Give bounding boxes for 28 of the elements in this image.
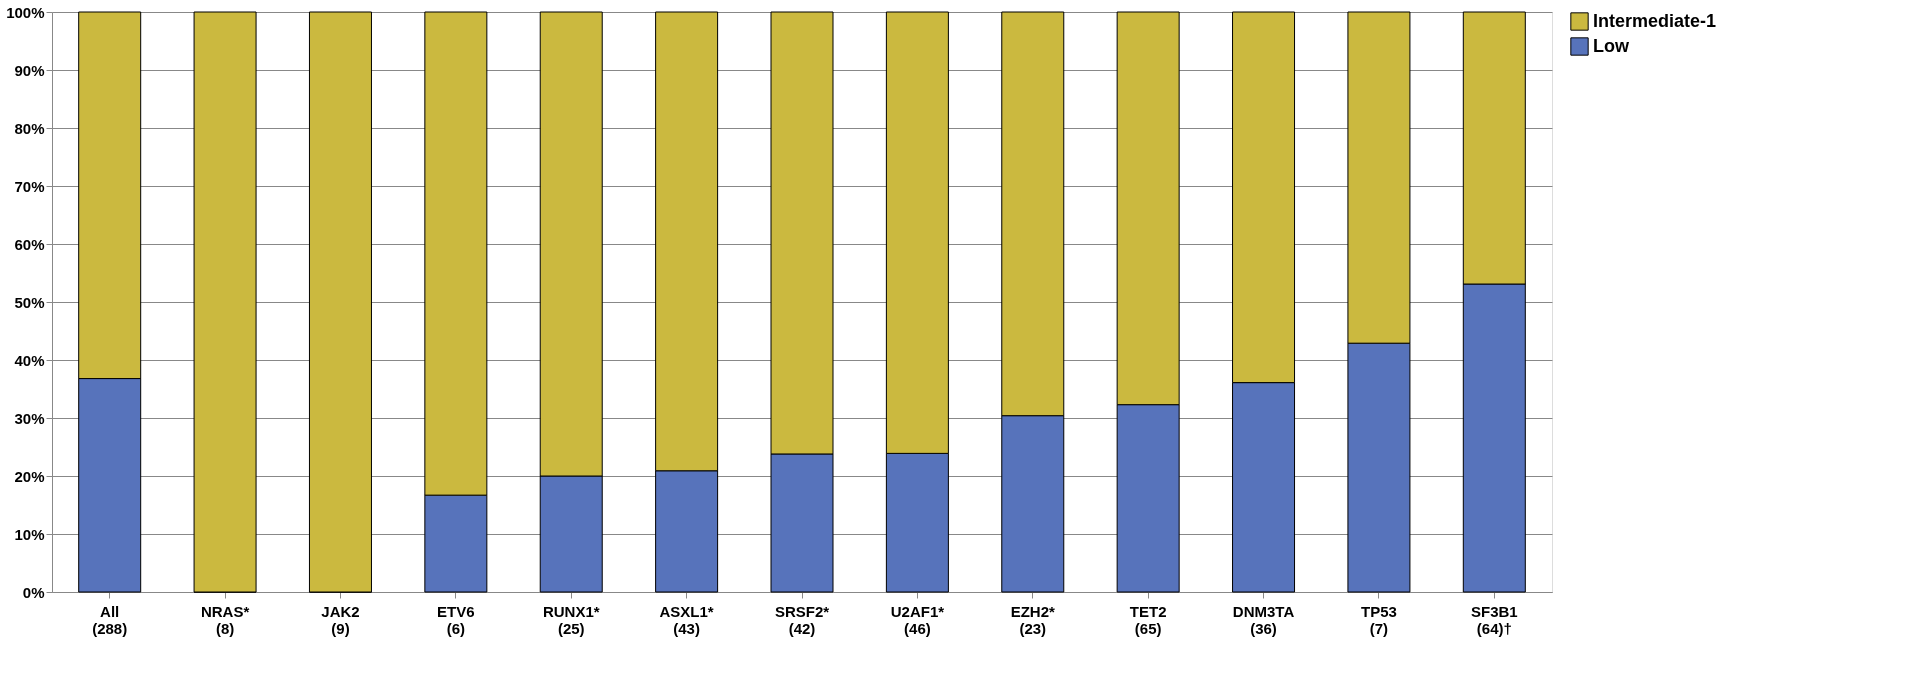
y-tick-label: 40% [14, 351, 45, 369]
y-tick-label: 20% [14, 467, 45, 485]
y-tick-label: 30% [14, 409, 45, 427]
x-tick-label: EZH2* (23) [1010, 602, 1056, 637]
x-tick-label: TP53 (7) [1360, 602, 1397, 637]
bar [193, 11, 257, 593]
y-tick-label: 90% [14, 61, 45, 79]
y-tick-label: 80% [14, 119, 45, 137]
y-tick-label: 50% [14, 293, 45, 311]
x-tick-label: ASXL1* (43) [659, 602, 714, 637]
y-tick-label: 70% [14, 177, 45, 195]
y-tick-label: 100% [6, 3, 45, 21]
y-tick-label: 60% [14, 235, 45, 253]
x-tick-label: U2AF1* (46) [890, 602, 945, 637]
x-tick-label: DNM3TA (36) [1232, 602, 1295, 637]
x-tick-label: All (288) [92, 602, 128, 637]
x-tick-label: SRSF2* (42) [774, 602, 830, 637]
x-tick-label: TET2 (65) [1129, 602, 1167, 637]
x-tick-label: SF3B1 (64)† [1470, 602, 1518, 637]
x-tick-label: ETV6 (6) [437, 602, 475, 637]
x-tick-label: RUNX1* (25) [542, 602, 600, 637]
legend-label: Low [1593, 35, 1630, 56]
x-tick-label: NRAS* (8) [200, 602, 250, 637]
y-tick-label: 0% [22, 583, 45, 601]
legend-label: Intermediate-1 [1593, 10, 1717, 31]
y-tick-label: 10% [14, 525, 45, 543]
x-tick-label: JAK2 (9) [321, 602, 360, 637]
bar [308, 11, 372, 593]
